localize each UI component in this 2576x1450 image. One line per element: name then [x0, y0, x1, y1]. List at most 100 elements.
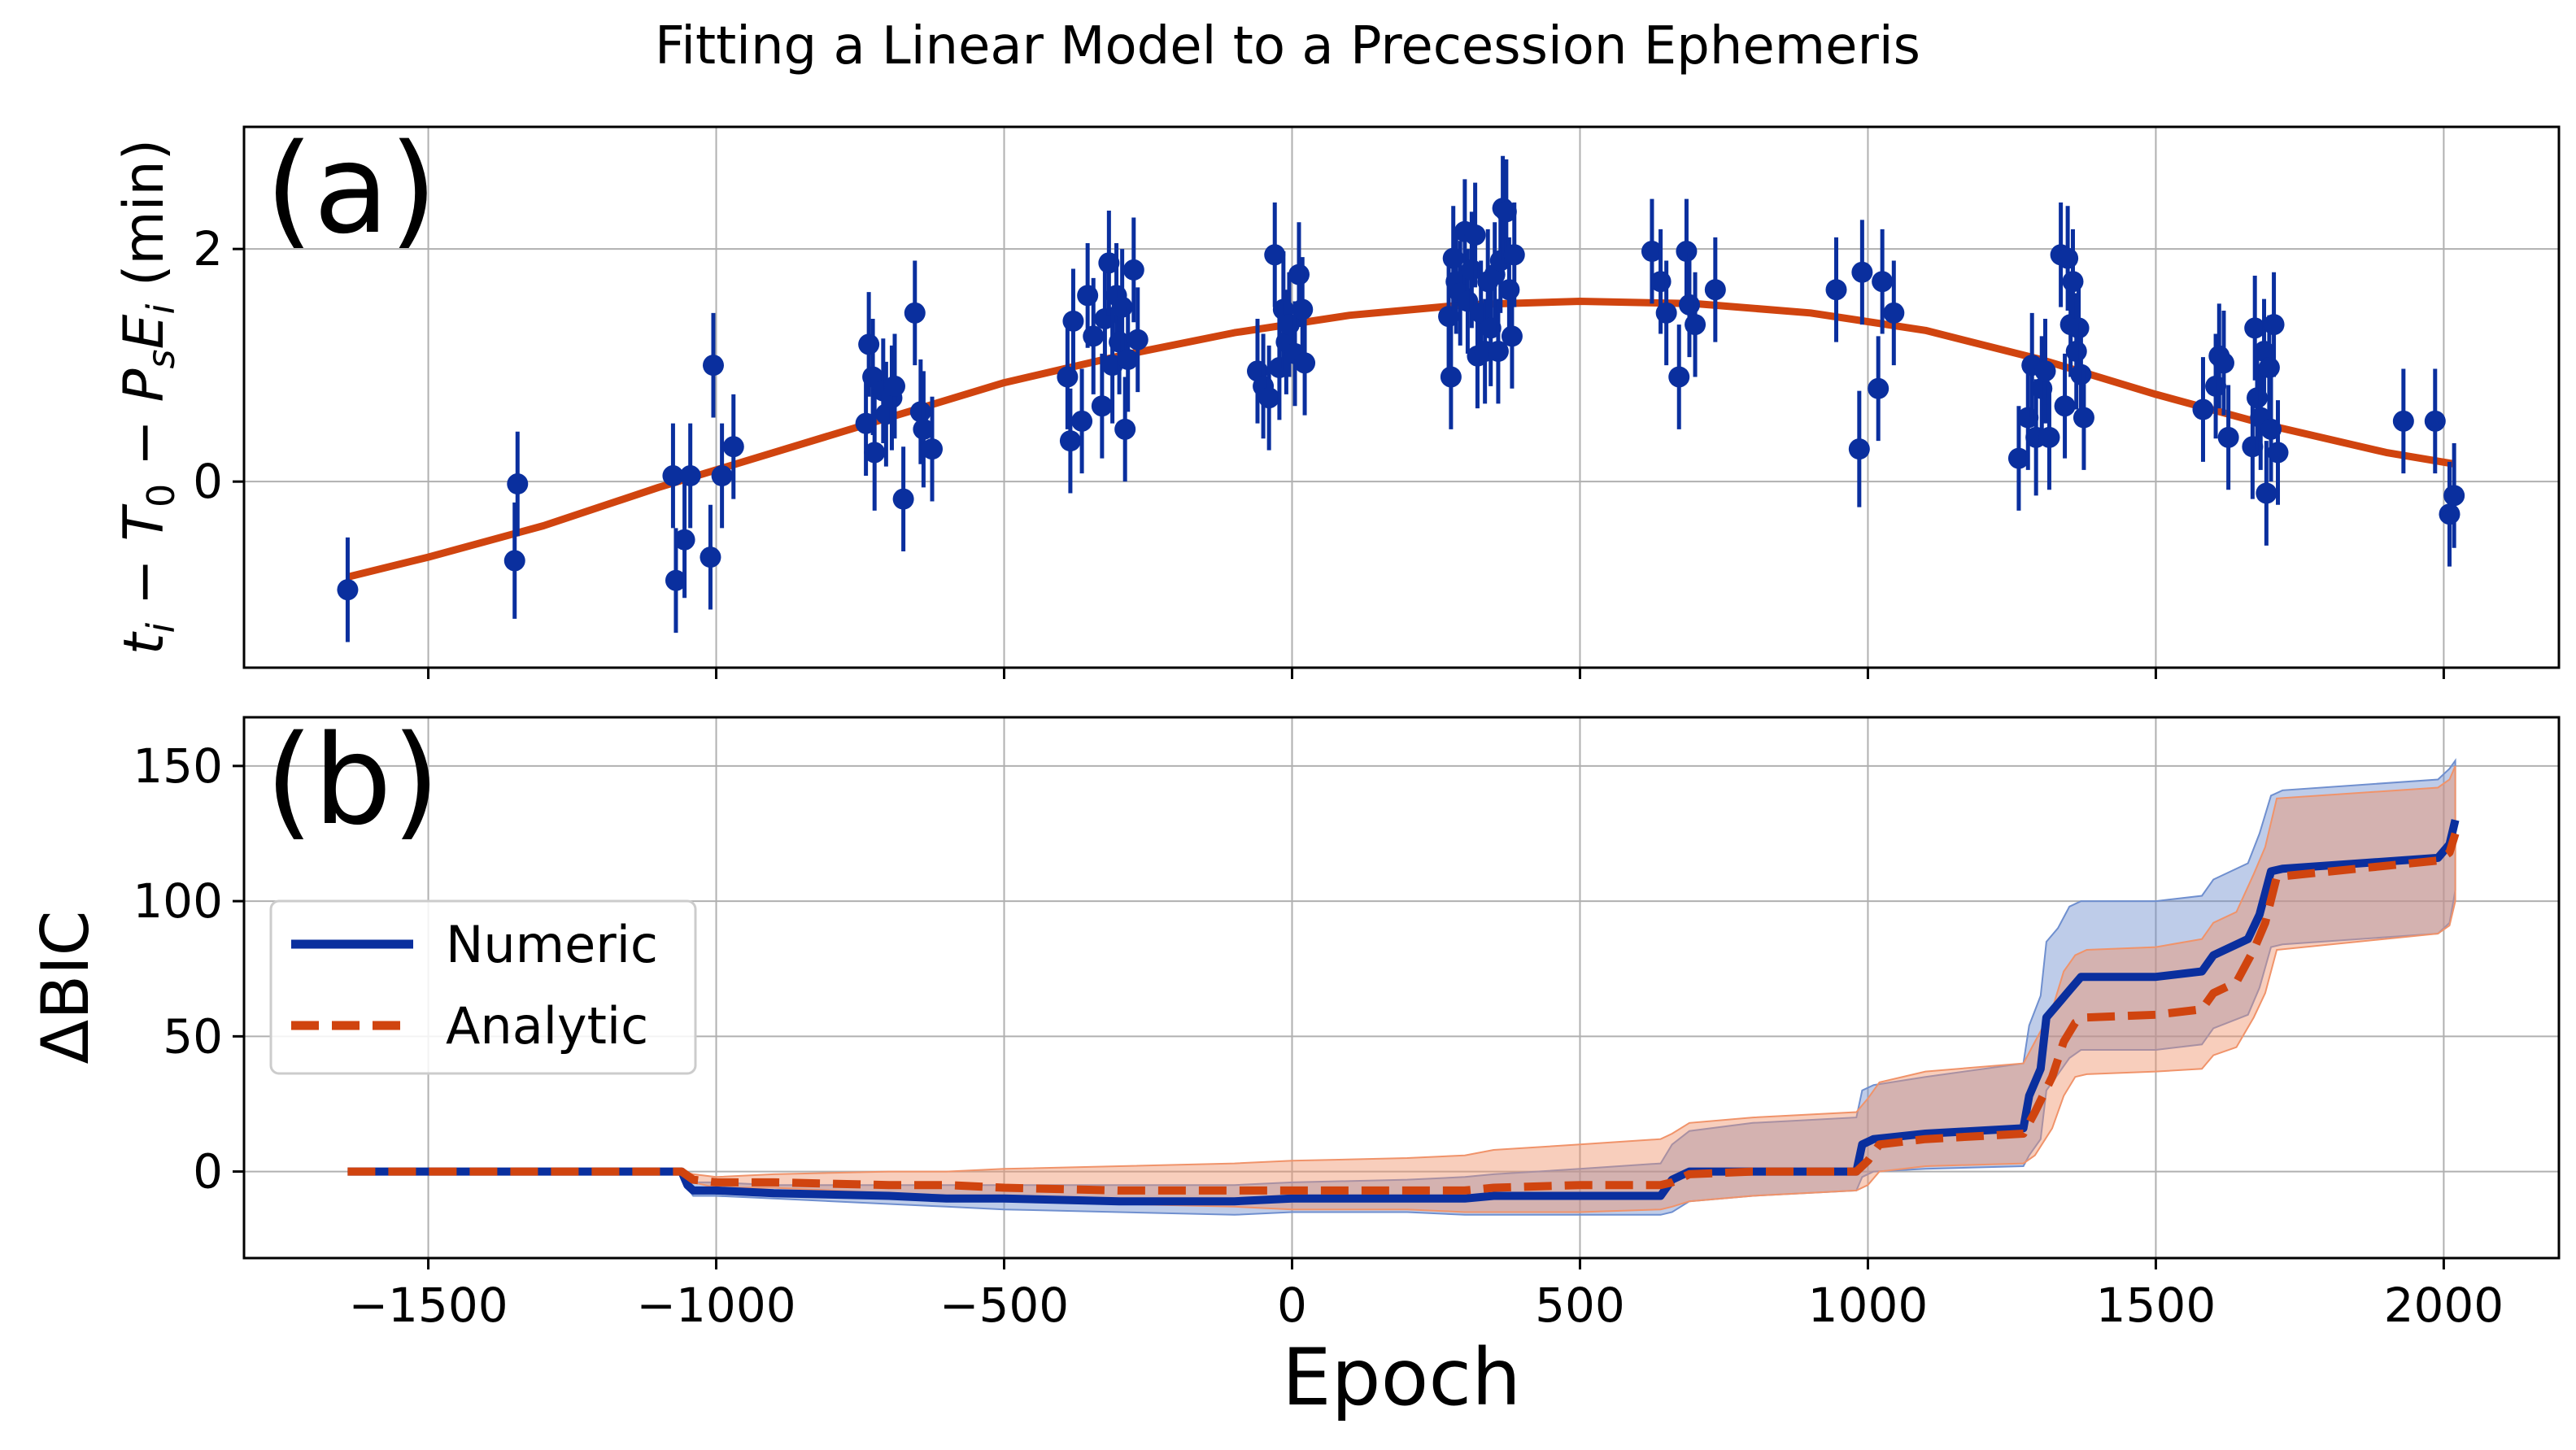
point-marker [2244, 317, 2266, 339]
data-point [1127, 287, 1149, 393]
panel-a-frame [242, 125, 2561, 669]
data-point [1872, 229, 1894, 334]
data-point [1294, 310, 1316, 416]
data-point [1114, 377, 1136, 482]
data-point [1091, 353, 1113, 459]
point-marker [2054, 395, 2076, 417]
point-marker [2192, 398, 2214, 420]
ylabel-minus-P: − P [112, 368, 177, 483]
point-marker [883, 375, 905, 397]
data-point [1883, 260, 1905, 366]
data-point [1122, 217, 1144, 323]
point-marker [702, 355, 724, 377]
data-point [1848, 390, 1870, 507]
point-marker [2212, 352, 2234, 374]
point-marker [1503, 244, 1525, 266]
point-marker [2068, 317, 2090, 339]
data-point [503, 502, 525, 619]
point-marker [700, 546, 721, 568]
data-point [1292, 257, 1314, 362]
point-marker [1071, 410, 1093, 432]
point-marker [2256, 482, 2277, 504]
data-point [1062, 268, 1084, 374]
point-marker [1109, 331, 1131, 353]
legend-numeric-label: Numeric [446, 915, 658, 974]
point-marker [1872, 271, 1894, 293]
data-point [1825, 237, 1847, 342]
point-marker [2034, 360, 2056, 382]
point-marker [1059, 430, 1081, 452]
point-marker [1114, 418, 1136, 440]
ylabel-sub-i: i [139, 622, 183, 633]
legend-analytic-label: Analytic [446, 996, 648, 1056]
panel-a-ticks: 02 [193, 221, 2445, 679]
data-point [1464, 182, 1486, 288]
y-tick-label: 50 [163, 1008, 223, 1064]
data-point [700, 504, 721, 610]
point-marker [1825, 279, 1847, 301]
point-marker [1655, 302, 1677, 324]
data-point [1117, 307, 1139, 412]
point-marker [2007, 447, 2029, 469]
panel-a-data-points [337, 155, 2465, 642]
data-point [2034, 318, 2056, 424]
data-point [2244, 276, 2266, 381]
x-tick-label: −500 [939, 1278, 1069, 1333]
point-marker [1487, 341, 1509, 363]
data-point [2217, 385, 2239, 490]
data-point [2054, 353, 2076, 459]
point-marker [1501, 325, 1523, 347]
data-point [864, 394, 886, 511]
data-point [673, 481, 695, 599]
data-point [1487, 298, 1509, 404]
x-tick-label: 1500 [2096, 1278, 2216, 1333]
point-marker [1851, 261, 1873, 283]
ylabel-E: E [112, 314, 177, 349]
point-marker [507, 473, 529, 495]
data-point [1258, 345, 1280, 451]
point-marker [1288, 263, 1310, 285]
point-marker [1122, 259, 1144, 281]
data-point [337, 537, 359, 642]
ylabel-sub-i2: i [139, 304, 183, 315]
data-point [1503, 202, 1525, 307]
point-marker [337, 579, 359, 601]
data-point [922, 396, 944, 502]
data-point [2424, 368, 2446, 474]
data-point [2439, 461, 2460, 567]
point-marker [1868, 377, 1890, 399]
figure-title: Fitting a Linear Model to a Precession E… [655, 16, 1920, 76]
point-marker [2443, 485, 2465, 507]
panel-a-y-axis-label: ti − T0 − PsEi (min) [112, 139, 183, 655]
point-marker [1848, 438, 1870, 460]
data-point [2256, 441, 2277, 546]
panel-b-frame [242, 716, 2561, 1260]
point-marker [1098, 252, 1120, 274]
point-marker [2267, 442, 2289, 464]
point-marker [858, 333, 880, 355]
point-marker [2439, 503, 2460, 525]
data-point [2007, 406, 2029, 511]
panel-a-model-line [347, 298, 2456, 581]
data-point [1851, 220, 1873, 325]
data-point [2267, 400, 2289, 505]
x-tick-label: 2000 [2384, 1278, 2504, 1333]
data-point [2443, 442, 2465, 548]
data-point [662, 423, 684, 529]
point-marker [1668, 366, 1690, 388]
data-point [1868, 336, 1890, 442]
data-point [1440, 324, 1462, 429]
point-marker [892, 488, 914, 510]
point-marker [864, 442, 886, 464]
panel-a-label: (a) [265, 117, 438, 261]
point-marker [1091, 395, 1113, 417]
point-marker [2073, 407, 2094, 429]
data-point [1655, 260, 1677, 366]
ylabel-sub-s: s [139, 349, 183, 368]
data-point [1676, 198, 1698, 304]
data-point [722, 394, 744, 499]
point-marker [1440, 366, 1462, 388]
point-marker [2392, 410, 2414, 432]
x-tick-label: 0 [1277, 1278, 1307, 1333]
